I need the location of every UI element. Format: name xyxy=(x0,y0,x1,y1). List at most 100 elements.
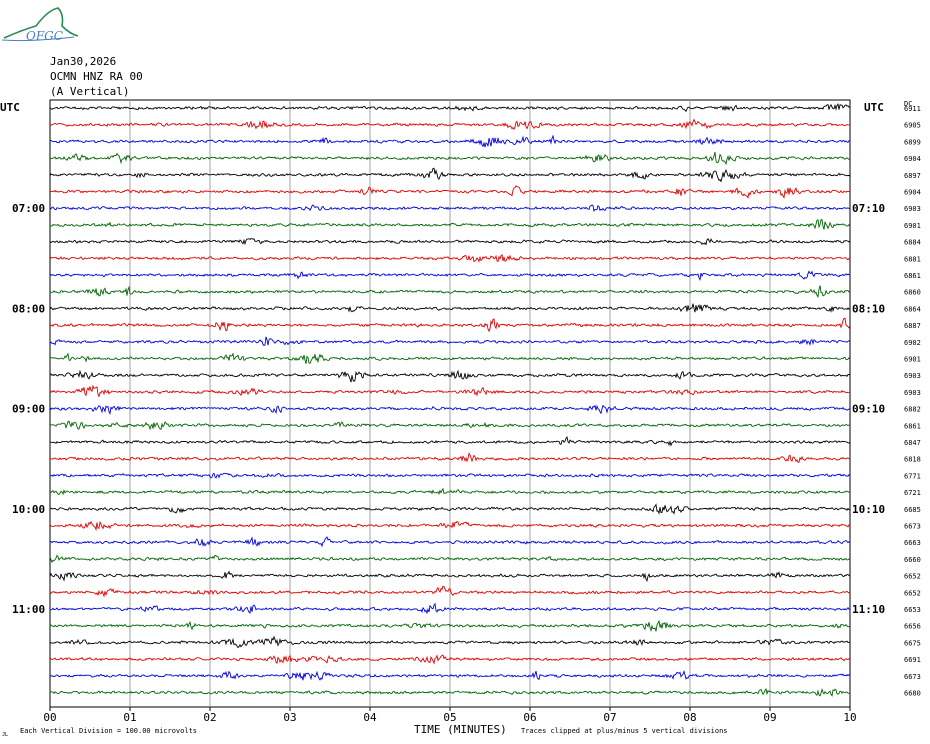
dc-offset-label: 6884 xyxy=(904,239,921,247)
dc-offset-label: 6685 xyxy=(904,506,921,514)
dc-offset-label: 6673 xyxy=(904,673,921,681)
trace-line xyxy=(49,503,851,515)
x-tick-label: 10 xyxy=(843,711,856,724)
trace-line xyxy=(49,134,851,148)
dc-offset-label: 6861 xyxy=(904,272,921,280)
footer-left-note: Each Vertical Division = 100.00 microvol… xyxy=(20,727,197,735)
trace-line xyxy=(49,285,851,299)
trace-line xyxy=(49,687,850,697)
dc-offset-label: 6673 xyxy=(904,523,921,531)
dc-offset-label: 6899 xyxy=(904,138,921,146)
trace-line xyxy=(49,303,851,313)
trace-line xyxy=(49,253,851,263)
trace-line xyxy=(49,103,851,113)
trace-line xyxy=(49,669,851,681)
right-hour-label: 10:10 xyxy=(852,503,885,516)
x-tick-label: 06 xyxy=(523,711,536,724)
dc-offset-label: 6881 xyxy=(904,255,921,263)
x-tick-label: 03 xyxy=(283,711,296,724)
header-station: OCMN HNZ RA 00 xyxy=(50,70,143,83)
left-hour-label: 07:00 xyxy=(12,202,45,215)
left-hour-label: 09:00 xyxy=(12,403,45,416)
trace-line xyxy=(49,619,851,633)
right-hour-label: 08:10 xyxy=(852,302,885,315)
x-axis-title: TIME (MINUTES) xyxy=(414,723,507,736)
dc-offset-label: 6860 xyxy=(904,289,921,297)
trace-line xyxy=(49,487,850,496)
trace-line xyxy=(49,585,851,598)
dc-offset-label: 6660 xyxy=(904,556,921,564)
trace-line xyxy=(49,635,851,649)
trace-line xyxy=(49,452,851,463)
right-hour-label: 09:10 xyxy=(852,403,885,416)
dc-offset-label: 6691 xyxy=(904,656,921,664)
plot-grid xyxy=(49,99,851,711)
dc-offset-label: 6663 xyxy=(904,539,921,547)
trace-line xyxy=(49,317,851,333)
trace-line xyxy=(49,472,851,479)
footer-marker: JL xyxy=(2,732,8,738)
dc-offset-label: 6652 xyxy=(904,589,921,597)
trace-line xyxy=(49,404,851,416)
left-hour-label: 11:00 xyxy=(12,603,45,616)
left-hour-label: 08:00 xyxy=(12,302,45,315)
trace-line xyxy=(49,204,851,213)
seismic-traces xyxy=(49,103,851,697)
trace-line xyxy=(49,167,851,183)
dc-offset-label: 6818 xyxy=(904,456,921,464)
trace-line xyxy=(49,369,851,383)
logo-swoosh-icon xyxy=(3,7,79,39)
logo-underline-icon xyxy=(1,36,75,42)
axis-labels: UTC UTC DC TIME (MINUTES) Each Vertical … xyxy=(0,100,921,738)
dc-offset-label: 6903 xyxy=(904,389,921,397)
dc-offset-label: 6887 xyxy=(904,322,921,330)
x-tick-label: 05 xyxy=(443,711,456,724)
x-tick-label: 00 xyxy=(43,711,56,724)
trace-line xyxy=(49,270,851,282)
dc-offset-label: 6897 xyxy=(904,172,921,180)
x-tick-label: 04 xyxy=(363,711,377,724)
trace-line xyxy=(49,520,851,532)
dc-offset-label: 6902 xyxy=(904,339,921,347)
x-tick-label: 01 xyxy=(123,711,136,724)
x-tick-label: 02 xyxy=(203,711,216,724)
dc-offset-label: 6903 xyxy=(904,372,921,380)
trace-line xyxy=(49,570,851,583)
ofgc-logo: OFGC xyxy=(1,7,79,43)
trace-line xyxy=(49,237,851,246)
x-tick-label: 07 xyxy=(603,711,616,724)
dc-offset-label: 6904 xyxy=(904,189,921,197)
dc-offset-label: 6901 xyxy=(904,222,921,230)
trace-line xyxy=(49,218,851,230)
trace-line xyxy=(49,384,851,398)
left-axis-title: UTC xyxy=(0,101,20,114)
right-axis-title: UTC xyxy=(864,101,884,114)
header-date: Jan30,2026 xyxy=(50,55,117,68)
trace-line xyxy=(49,118,851,131)
dc-offset-label: 6864 xyxy=(904,305,921,313)
dc-offset-label: 6911 xyxy=(904,105,921,113)
x-tick-label: 09 xyxy=(763,711,776,724)
right-hour-label: 07:10 xyxy=(852,202,885,215)
dc-offset-label: 6847 xyxy=(904,439,921,447)
trace-line xyxy=(49,336,851,347)
trace-line xyxy=(50,352,851,365)
dc-offset-label: 6901 xyxy=(904,356,921,364)
trace-line xyxy=(49,654,851,665)
trace-line xyxy=(49,151,851,166)
trace-line xyxy=(49,602,851,615)
logo-text: OFGC xyxy=(26,29,63,43)
footer-right-note: Traces clipped at plus/minus 5 vertical … xyxy=(521,727,728,735)
right-hour-label: 11:10 xyxy=(852,603,885,616)
x-tick-label: 08 xyxy=(683,711,696,724)
trace-line xyxy=(49,435,851,447)
dc-offset-label: 6653 xyxy=(904,606,921,614)
trace-line xyxy=(49,536,851,548)
dc-offset-label: 6656 xyxy=(904,623,921,631)
dc-offset-label: 6652 xyxy=(904,573,921,581)
dc-offset-label: 6904 xyxy=(904,155,921,163)
dc-offset-label: 6905 xyxy=(904,122,921,130)
dc-offset-label: 6680 xyxy=(904,690,921,698)
dc-offset-label: 6882 xyxy=(904,406,921,414)
